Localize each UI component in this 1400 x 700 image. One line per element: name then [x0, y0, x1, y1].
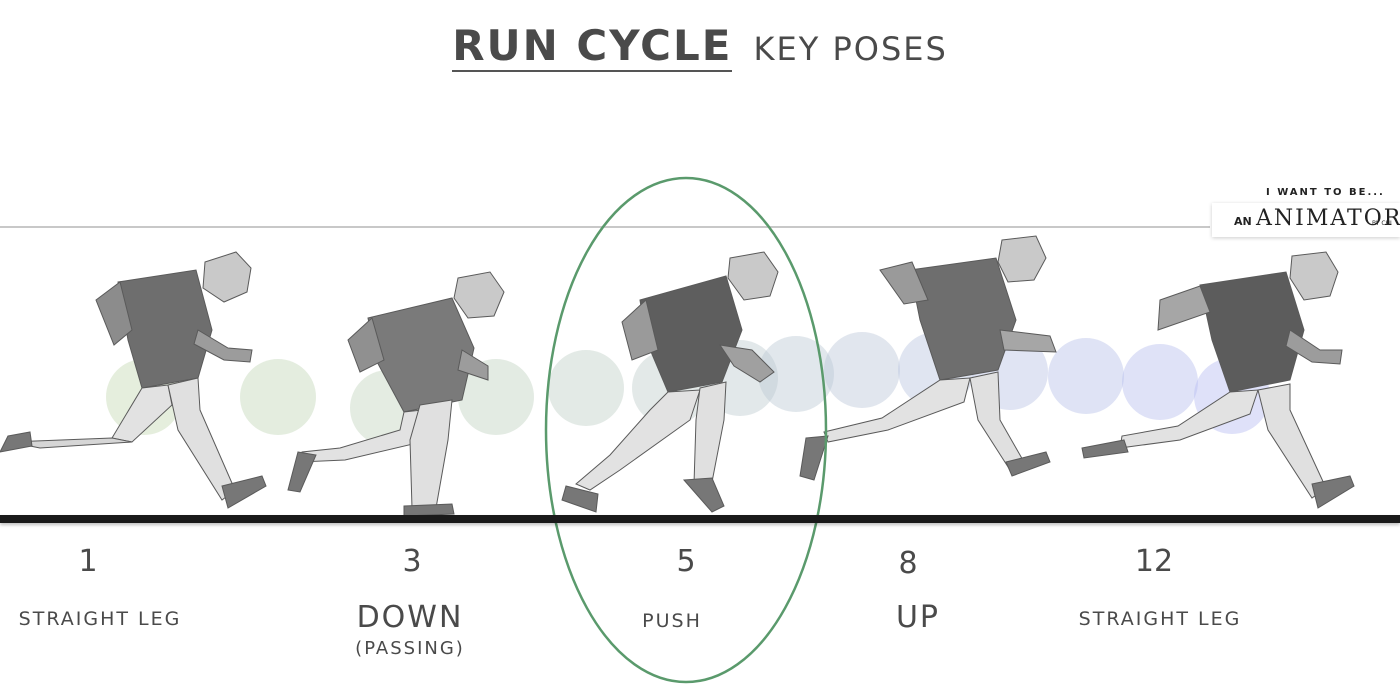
highlight-ellipse — [544, 176, 828, 684]
runner-pose-3 — [287, 271, 505, 517]
pose-name-5: Push — [642, 610, 702, 632]
runner-pose-8 — [799, 235, 1057, 481]
motion-dot — [824, 332, 900, 408]
logo-an: AN — [1234, 215, 1252, 228]
ground-line — [0, 515, 1400, 523]
logo-tagline: I want to be... — [1266, 187, 1385, 198]
frame-number-12: 12 — [1134, 544, 1174, 579]
frame-number-8: 8 — [898, 546, 918, 581]
title-main: Run Cycle — [452, 21, 733, 72]
frame-number-3: 3 — [402, 544, 422, 579]
logo-banner: AN ANIMATOR BY CHI — [1212, 203, 1400, 237]
frame-number-1: 1 — [78, 544, 98, 579]
pose-name-8: Up — [895, 600, 941, 635]
runner-pose-5 — [561, 251, 779, 513]
pose-name-3: Down — [356, 600, 464, 635]
pose-sub-3: (Passing) — [355, 638, 465, 659]
motion-dot — [1048, 338, 1124, 414]
diagram-title: Run Cycle Key Poses — [0, 22, 1400, 82]
motion-dot — [458, 359, 534, 435]
motion-dot — [240, 359, 316, 435]
logo-by: BY CHI — [1372, 220, 1392, 227]
logo-word: ANIMATOR — [1256, 206, 1400, 231]
horizon-line — [0, 226, 1210, 228]
title-sub: Key Poses — [753, 30, 948, 68]
pose-name-12: Straight Leg — [1078, 608, 1242, 630]
pose-name-1: Straight Leg — [18, 608, 182, 630]
motion-dot — [548, 350, 624, 426]
motion-dot — [1122, 344, 1198, 420]
frame-number-5: 5 — [676, 544, 696, 579]
motion-dot — [758, 336, 834, 412]
runner-pose-1 — [0, 251, 267, 509]
runner-pose-12 — [1081, 251, 1355, 509]
animator-logo: I want to be... AN ANIMATOR BY CHI — [1212, 183, 1400, 239]
